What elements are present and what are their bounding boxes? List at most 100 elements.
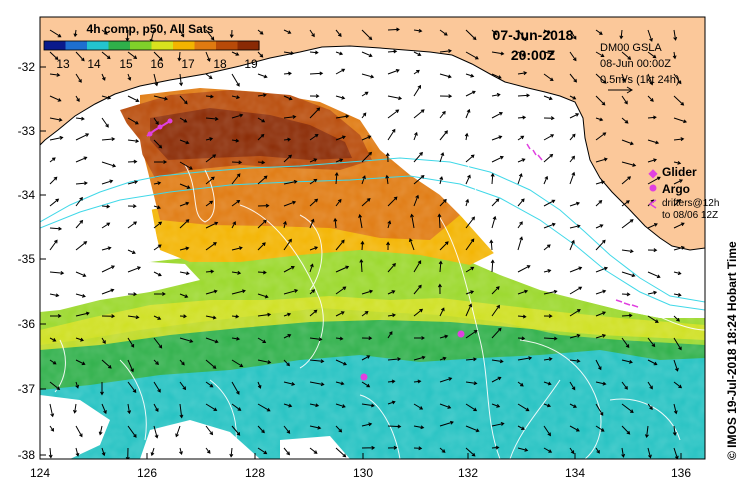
current-arrow bbox=[408, 238, 415, 251]
current-arrow bbox=[361, 73, 375, 79]
current-arrow bbox=[257, 293, 269, 299]
current-arrow bbox=[283, 29, 292, 34]
x-tick-label: 128 bbox=[245, 466, 265, 480]
current-arrow bbox=[101, 179, 114, 185]
current-arrow bbox=[387, 49, 398, 54]
current-arrow bbox=[205, 381, 214, 388]
current-arrow bbox=[179, 403, 184, 419]
current-arrow bbox=[569, 447, 575, 455]
current-arrow bbox=[335, 265, 350, 273]
current-arrow bbox=[127, 51, 138, 59]
colorbar-swatch bbox=[216, 41, 239, 50]
current-arrow bbox=[569, 286, 583, 295]
current-arrow bbox=[543, 134, 555, 141]
current-arrow bbox=[49, 117, 63, 122]
current-arrow bbox=[75, 95, 80, 103]
current-arrow bbox=[231, 113, 244, 119]
current-arrow bbox=[673, 73, 682, 85]
current-arrow bbox=[179, 219, 190, 229]
current-arrow bbox=[621, 51, 632, 60]
current-arrow bbox=[75, 311, 90, 317]
current-arrow bbox=[465, 303, 473, 317]
current-arrow bbox=[465, 330, 478, 339]
current-arrow bbox=[569, 155, 575, 163]
current-arrow bbox=[517, 198, 525, 207]
current-arrow bbox=[75, 447, 80, 457]
current-arrow bbox=[231, 314, 240, 319]
x-tick-label: 126 bbox=[137, 466, 157, 480]
current-arrow bbox=[257, 203, 270, 208]
current-arrow bbox=[127, 180, 139, 185]
current-arrow bbox=[205, 176, 215, 185]
current-arrow bbox=[465, 51, 479, 60]
current-arrow bbox=[283, 425, 291, 434]
current-arrow bbox=[647, 290, 658, 295]
current-arrow bbox=[387, 109, 400, 119]
colorbar-swatch bbox=[108, 41, 131, 50]
current-arrow bbox=[283, 114, 297, 119]
current-arrow bbox=[101, 403, 107, 415]
current-arrow bbox=[49, 381, 61, 391]
current-arrow bbox=[231, 336, 241, 341]
current-arrow bbox=[413, 446, 423, 451]
current-arrow bbox=[413, 194, 419, 207]
current-arrow bbox=[621, 161, 637, 167]
current-arrow bbox=[569, 403, 577, 408]
current-arrow bbox=[75, 219, 84, 229]
current-arrow bbox=[358, 213, 363, 229]
current-arrow bbox=[127, 292, 138, 297]
current-arrow bbox=[517, 425, 525, 430]
current-arrow bbox=[543, 447, 553, 453]
current-arrow bbox=[439, 29, 448, 36]
colorbar-swatch bbox=[194, 41, 217, 50]
current-arrow bbox=[385, 152, 390, 163]
current-arrow bbox=[413, 355, 426, 361]
current-arrow bbox=[491, 135, 503, 141]
current-arrow bbox=[309, 218, 315, 229]
current-arrow bbox=[283, 312, 292, 317]
current-arrow bbox=[491, 92, 501, 97]
current-arrow bbox=[335, 425, 343, 433]
current-arrow bbox=[231, 359, 244, 367]
current-arrow bbox=[621, 425, 631, 435]
current-arrow bbox=[205, 154, 217, 163]
date-header: 07-Jun-2018 20:00Z bbox=[493, 27, 574, 63]
current-arrow bbox=[205, 221, 219, 229]
current-arrow bbox=[101, 137, 116, 142]
current-arrow bbox=[309, 178, 318, 185]
current-arrow bbox=[153, 244, 162, 251]
current-arrow bbox=[517, 221, 523, 229]
current-arrow bbox=[647, 337, 656, 348]
current-arrow bbox=[569, 51, 577, 62]
current-arrow bbox=[543, 425, 551, 437]
current-arrow bbox=[360, 240, 365, 251]
y-tick-label: -32 bbox=[18, 60, 36, 74]
current-arrow bbox=[673, 381, 683, 389]
current-arrow bbox=[154, 291, 166, 296]
current-arrow bbox=[100, 382, 104, 396]
current-arrow bbox=[387, 262, 396, 273]
current-arrow bbox=[335, 239, 345, 251]
current-arrow bbox=[387, 445, 398, 450]
current-arrow bbox=[205, 359, 217, 369]
current-arrow bbox=[127, 117, 139, 125]
svg-text:Glider: Glider bbox=[662, 165, 697, 179]
current-arrow bbox=[413, 260, 422, 273]
current-arrow bbox=[517, 289, 529, 295]
current-arrow bbox=[179, 337, 194, 343]
current-arrow bbox=[73, 29, 78, 38]
current-arrow bbox=[361, 336, 373, 341]
land-mass bbox=[40, 17, 705, 251]
current-arrow bbox=[517, 403, 530, 412]
current-arrow bbox=[490, 259, 495, 273]
current-arrow bbox=[439, 447, 446, 453]
argo-float bbox=[360, 373, 368, 381]
current-arrow bbox=[413, 69, 420, 75]
current-arrow bbox=[491, 327, 502, 339]
current-arrow bbox=[75, 181, 88, 186]
current-arrow bbox=[73, 403, 77, 414]
colorbar-gradient bbox=[44, 41, 260, 50]
current-arrow bbox=[569, 309, 581, 317]
current-arrow bbox=[333, 217, 338, 229]
current-arrow bbox=[101, 73, 106, 81]
